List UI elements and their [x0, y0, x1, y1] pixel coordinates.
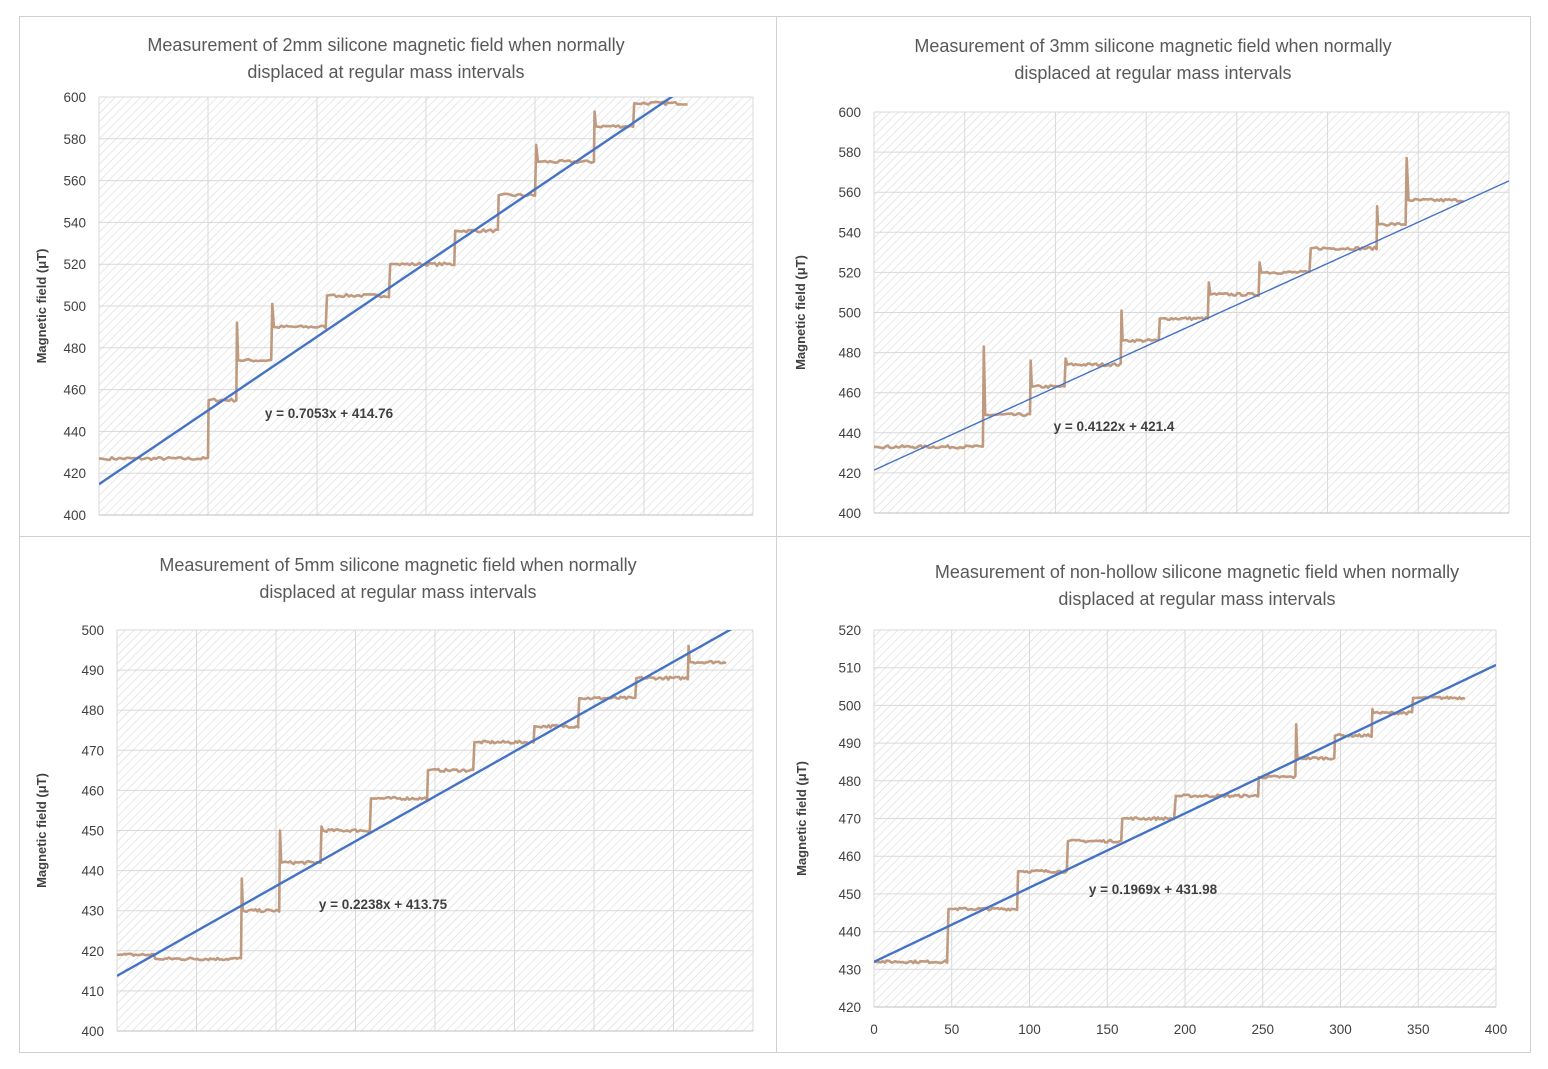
trendline-equation: y = 0.2238x + 413.75: [319, 897, 448, 912]
y-tick-label: 400: [81, 1024, 104, 1039]
y-tick-label: 500: [838, 306, 861, 321]
y-tick-label: 600: [63, 90, 86, 105]
measured-series-line: [117, 644, 727, 962]
y-tick-label: 480: [81, 703, 104, 718]
y-tick-label: 450: [81, 824, 104, 839]
panel-divider-vertical: [776, 17, 777, 1052]
y-tick-label: 490: [81, 663, 104, 678]
y-tick-label: 440: [63, 424, 86, 439]
x-tick-label: 300: [1329, 1022, 1352, 1037]
y-tick-label: 420: [63, 466, 86, 481]
y-tick-label: 480: [63, 341, 86, 356]
y-tick-label: 420: [838, 466, 861, 481]
y-tick-label: 520: [63, 257, 86, 272]
x-tick-label: 350: [1407, 1022, 1430, 1037]
y-tick-label: 420: [81, 944, 104, 959]
y-tick-label: 440: [838, 426, 861, 441]
y-axis-label: Magnetic field (μT): [34, 773, 49, 888]
measured-series-line: [99, 100, 688, 462]
y-tick-label: 540: [838, 225, 861, 240]
y-tick-label: 400: [63, 508, 86, 523]
x-tick-label: 50: [944, 1022, 959, 1037]
chart-title: Measurement of 5mm silicone magnetic fie…: [159, 555, 636, 575]
y-axis-label: Magnetic field (μT): [794, 761, 809, 876]
y-tick-label: 470: [81, 743, 104, 758]
trendline: [874, 180, 1509, 471]
y-tick-label: 440: [838, 925, 861, 940]
y-tick-label: 520: [838, 265, 861, 280]
y-tick-label: 560: [838, 185, 861, 200]
y-tick-label: 520: [838, 623, 861, 638]
y-tick-label: 490: [838, 736, 861, 751]
y-tick-label: 540: [63, 215, 86, 230]
y-tick-label: 500: [63, 299, 86, 314]
y-tick-label: 460: [81, 783, 104, 798]
chart-title: displaced at regular mass intervals: [1058, 589, 1335, 609]
chart-sheet: [19, 16, 1531, 1053]
measured-series-line: [874, 156, 1464, 450]
x-tick-label: 200: [1174, 1022, 1197, 1037]
y-tick-label: 440: [81, 864, 104, 879]
y-tick-label: 600: [838, 105, 861, 120]
y-axis-label: Magnetic field (μT): [34, 249, 49, 364]
chart-title: displaced at regular mass intervals: [247, 62, 524, 82]
chart-title: displaced at regular mass intervals: [259, 582, 536, 602]
x-tick-label: 0: [870, 1022, 878, 1037]
y-tick-label: 460: [63, 383, 86, 398]
y-tick-label: 470: [838, 812, 861, 827]
y-tick-label: 450: [838, 887, 861, 902]
y-tick-label: 560: [63, 174, 86, 189]
chart-title: Measurement of non-hollow silicone magne…: [935, 562, 1459, 582]
y-tick-label: 410: [81, 984, 104, 999]
trendline-equation: y = 0.1969x + 431.98: [1089, 882, 1218, 897]
y-tick-label: 500: [838, 698, 861, 713]
trendline: [117, 630, 733, 977]
y-tick-label: 420: [838, 1000, 861, 1015]
chart-title: Measurement of 3mm silicone magnetic fie…: [914, 36, 1391, 56]
y-tick-label: 460: [838, 849, 861, 864]
y-tick-label: 580: [838, 145, 861, 160]
y-tick-label: 510: [838, 661, 861, 676]
y-tick-label: 480: [838, 346, 861, 361]
x-tick-label: 100: [1018, 1022, 1041, 1037]
trendline-equation: y = 0.4122x + 421.4: [1054, 419, 1175, 434]
trendline: [99, 97, 674, 486]
y-tick-label: 400: [838, 506, 861, 521]
x-tick-label: 150: [1096, 1022, 1119, 1037]
x-tick-label: 400: [1485, 1022, 1508, 1037]
trendline-equation: y = 0.7053x + 414.76: [265, 406, 394, 421]
y-tick-label: 500: [81, 623, 104, 638]
chart-title: displaced at regular mass intervals: [1014, 63, 1291, 83]
y-tick-label: 580: [63, 132, 86, 147]
trendline: [874, 663, 1496, 963]
y-tick-label: 430: [838, 962, 861, 977]
y-tick-label: 430: [81, 904, 104, 919]
y-tick-label: 480: [838, 774, 861, 789]
y-tick-label: 460: [838, 386, 861, 401]
chart-title: Measurement of 2mm silicone magnetic fie…: [147, 35, 624, 55]
y-axis-label: Magnetic field (μT): [793, 255, 808, 370]
panel-divider-horizontal: [20, 536, 1530, 537]
x-tick-label: 250: [1251, 1022, 1274, 1037]
